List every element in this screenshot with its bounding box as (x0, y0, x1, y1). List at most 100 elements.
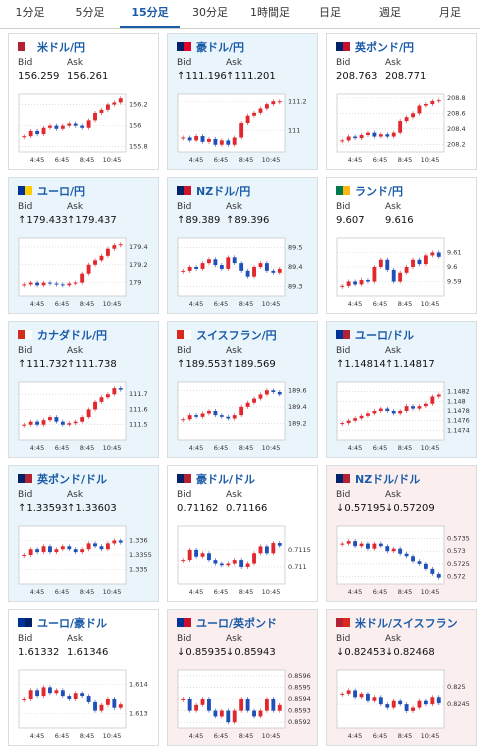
candle (366, 280, 370, 282)
candle (359, 415, 364, 419)
candle (436, 252, 441, 257)
candle (340, 285, 345, 287)
currency-panel[interactable]: NZドル/ドル Bid Ask ↓0.57195 ↓0.57209 0.5735 0.573… (326, 465, 477, 602)
y-tick-label: 1.335 (129, 566, 148, 574)
tab[interactable]: 1分足 (15, 6, 45, 19)
currency-panel[interactable]: 英ポンド/ドル Bid Ask ↑1.33593 ↑1.33603 1.336 1.3355… (8, 465, 159, 602)
bid-label: Bid (336, 346, 351, 356)
candle (378, 134, 383, 137)
bid-value: ↑1.33593 (18, 503, 68, 514)
y-tick-label: 1.1476 (447, 417, 470, 425)
ask-label: Ask (226, 490, 243, 500)
tab[interactable]: 15分足 (120, 0, 180, 28)
candle (239, 263, 244, 271)
x-tick-label: 8:45 (239, 300, 254, 308)
tab[interactable]: 1時間足 (250, 6, 290, 19)
candle (436, 573, 441, 578)
ask-value: ↑1.33603 (67, 503, 117, 514)
currency-panel[interactable]: ランド/円 Bid Ask 9.607 9.616 9.61 9.6 9.59 4:45 6:45… (326, 177, 477, 314)
flag-icon (18, 42, 32, 51)
candle (22, 699, 27, 700)
candle (411, 113, 415, 118)
candle (372, 697, 377, 701)
candle (264, 390, 269, 395)
x-tick-label: 4:45 (189, 444, 204, 452)
candle (359, 693, 364, 698)
candle (93, 112, 97, 121)
pair-name: ユーロ/豪ドル (37, 617, 108, 630)
currency-panel[interactable]: 米ドル/円 Bid Ask 156.259 156.261 156.2 156 155.8 4:… (8, 33, 159, 170)
candle (187, 415, 192, 420)
x-tick-label: 10:45 (262, 444, 281, 452)
candle (385, 259, 390, 270)
candle (252, 553, 256, 564)
candle (430, 252, 435, 256)
y-tick-label: 189.6 (288, 386, 307, 394)
y-tick-label: 1.1478 (447, 407, 470, 415)
candle (226, 710, 231, 723)
tab[interactable]: 月足 (439, 6, 461, 19)
currency-panel[interactable]: ユーロ/ドル Bid Ask ↑1.14814 ↑1.14817 1.1482 1.148 1… (326, 321, 477, 458)
currency-panel[interactable]: 豪ドル/円 Bid Ask ↑111.196 ↑111.201 111.2 111 4:45 6… (167, 33, 318, 170)
tab[interactable]: 週足 (379, 6, 401, 19)
candle (219, 140, 224, 145)
candle (118, 388, 123, 390)
y-tick-label: 89.5 (288, 244, 302, 252)
candle (41, 282, 46, 286)
y-tick-label: 0.8593 (288, 707, 311, 715)
candle (28, 549, 33, 555)
currency-panel[interactable]: NZドル/円 Bid Ask ↑89.389 ↑89.396 89.5 89.4 89.3 4:… (167, 177, 318, 314)
candle (35, 282, 40, 286)
candle (54, 283, 59, 285)
tab[interactable]: 5分足 (75, 6, 105, 19)
currency-panel[interactable]: ユーロ/豪ドル Bid Ask 1.61332 1.61346 1.614 1.613 4:4… (8, 609, 159, 746)
ask-label: Ask (67, 490, 84, 500)
currency-panel[interactable]: 豪ドル/ドル Bid Ask 0.71162 0.71166 0.7115 0.711 4:4… (167, 465, 318, 602)
ask-label: Ask (67, 202, 84, 212)
candle (340, 543, 345, 545)
candle (417, 105, 422, 114)
candle (73, 123, 78, 126)
mini-chart: 1.614 1.613 4:45 6:45 8:45 10:45 (18, 669, 148, 740)
candle (22, 424, 27, 426)
currency-panel[interactable]: カナダドル/円 Bid Ask ↑111.732 ↑111.738 111.7 111.6 1… (8, 321, 159, 458)
currency-panel[interactable]: 米ドル/スイスフラン Bid Ask ↓0.82453 ↓0.82468 0.825 0.8… (326, 609, 477, 746)
candle (41, 420, 46, 425)
currency-panel[interactable]: スイスフラン/円 Bid Ask ↑189.553 ↑189.569 189.6 189.4… (167, 321, 318, 458)
x-tick-label: 10:45 (421, 300, 440, 308)
x-tick-label: 10:45 (103, 300, 122, 308)
candle (213, 138, 218, 145)
x-tick-label: 10:45 (103, 732, 122, 740)
currency-panel[interactable]: 英ポンド/円 Bid Ask 208.763 208.771 208.8 208.6 208.… (326, 33, 477, 170)
tab[interactable]: 30分足 (192, 6, 228, 19)
y-tick-label: 89.4 (288, 263, 302, 271)
candle (372, 411, 377, 414)
candle (219, 415, 224, 417)
y-tick-label: 0.5725 (447, 560, 470, 568)
candle (391, 411, 396, 414)
x-tick-label: 10:45 (262, 588, 281, 596)
candle (398, 700, 403, 705)
tab[interactable]: 日足 (319, 6, 341, 19)
bid-value: ↑111.196 (177, 71, 227, 82)
candle (207, 138, 211, 142)
candle (366, 132, 370, 135)
candle (35, 549, 40, 553)
x-tick-label: 6:45 (373, 156, 388, 164)
mini-chart: 189.6 189.4 189.2 4:45 6:45 8:45 10:45 (177, 381, 307, 452)
x-tick-label: 6:45 (55, 588, 70, 596)
candle (187, 549, 192, 561)
candle (194, 136, 199, 141)
x-tick-label: 8:45 (398, 156, 413, 164)
y-tick-label: 111.5 (129, 421, 148, 429)
candle (54, 417, 59, 422)
currency-panel[interactable]: ユーロ/円 Bid Ask ↑179.433 ↑179.437 179.4 179.2 179… (8, 177, 159, 314)
candle (28, 690, 33, 699)
candle (67, 123, 72, 126)
ask-label: Ask (385, 634, 402, 644)
currency-panel[interactable]: ユーロ/英ポンド Bid Ask ↓0.85935 ↓0.85943 0.8596 0.85… (167, 609, 318, 746)
candle (398, 272, 403, 282)
ask-value: ↑179.437 (67, 215, 117, 226)
candle (67, 423, 72, 425)
x-tick-label: 4:45 (30, 156, 45, 164)
